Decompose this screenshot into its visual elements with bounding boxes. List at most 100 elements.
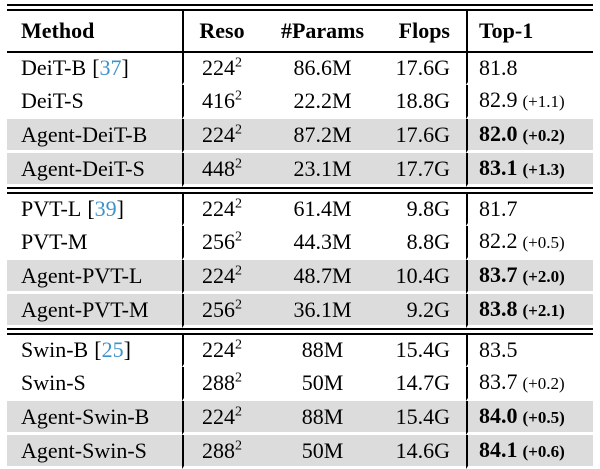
resolution-exponent: 2 <box>235 404 242 420</box>
method-label: Agent-Swin-S <box>21 438 147 463</box>
results-table: Method Reso #Params Flops Top-1 DeiT-B [3… <box>7 11 593 469</box>
table-body: DeiT-B [37] 2242 86.6M 17.6G 81.8 DeiT-S 4162 22… <box>7 53 593 469</box>
top1-delta: (+0.6) <box>522 442 565 461</box>
col-header-top1: Top-1 <box>466 11 593 53</box>
table-row: PVT-M 2562 44.3M 8.8G 82.2 (+0.5) <box>7 226 593 260</box>
table-row: DeiT-B [37] 2242 86.6M 17.6G 81.8 <box>7 53 593 85</box>
resolution-exponent: 2 <box>235 55 242 71</box>
resolution-exponent: 2 <box>235 263 242 279</box>
cell-top1: 83.7 (+2.0) <box>466 260 593 294</box>
cell-resolution: 4482 <box>182 153 260 187</box>
cell-top1: 82.2 (+0.5) <box>466 226 593 260</box>
citation-link[interactable]: [25] <box>94 337 131 362</box>
resolution-value: 224 <box>202 196 235 221</box>
resolution-exponent: 2 <box>235 370 242 386</box>
section-divider-row <box>7 328 593 335</box>
top1-value: 82.2 <box>479 228 518 253</box>
top1-value: 83.7 <box>479 369 518 394</box>
cell-method: PVT-L [39] <box>7 194 182 226</box>
cell-top1: 82.9 (+1.1) <box>466 85 593 119</box>
cell-params: 36.1M <box>260 294 385 328</box>
cell-method: Agent-PVT-M <box>7 294 182 328</box>
resolution-exponent: 2 <box>235 196 242 212</box>
method-label: Agent-PVT-M <box>21 297 149 322</box>
resolution-value: 224 <box>202 263 235 288</box>
top1-delta: (+0.2) <box>522 374 565 393</box>
resolution-exponent: 2 <box>235 337 242 353</box>
citation-link[interactable]: [37] <box>92 55 129 80</box>
cell-method: Swin-S <box>7 367 182 401</box>
top1-delta: (+0.5) <box>522 408 565 427</box>
table-header: Method Reso #Params Flops Top-1 <box>7 11 593 53</box>
section-divider <box>7 328 593 335</box>
table-row: Swin-S 2882 50M 14.7G 83.7 (+0.2) <box>7 367 593 401</box>
citation-number: 37 <box>99 55 122 80</box>
cell-top1: 83.7 (+0.2) <box>466 367 593 401</box>
resolution-value: 288 <box>202 438 235 463</box>
cell-resolution: 2242 <box>182 119 260 153</box>
table-row: Agent-Swin-S 2882 50M 14.6G 84.1 (+0.6) <box>7 435 593 469</box>
resolution-value: 416 <box>202 88 235 113</box>
col-header-params: #Params <box>260 11 385 53</box>
citation-number: 25 <box>101 337 124 362</box>
resolution-exponent: 2 <box>235 297 242 313</box>
cell-resolution: 2242 <box>182 194 260 226</box>
cell-method: Agent-PVT-L <box>7 260 182 294</box>
cell-params: 48.7M <box>260 260 385 294</box>
citation-link[interactable]: [39] <box>87 196 124 221</box>
citation-number: 39 <box>94 196 117 221</box>
method-label: Agent-DeiT-B <box>21 122 148 147</box>
cell-params: 61.4M <box>260 194 385 226</box>
resolution-exponent: 2 <box>235 229 242 245</box>
cell-resolution: 4162 <box>182 85 260 119</box>
cell-resolution: 2882 <box>182 367 260 401</box>
cell-params: 88M <box>260 401 385 435</box>
cell-top1: 83.8 (+2.1) <box>466 294 593 328</box>
top1-delta: (+0.2) <box>522 126 565 145</box>
resolution-exponent: 2 <box>235 88 242 104</box>
cell-method: DeiT-S <box>7 85 182 119</box>
cell-top1: 83.5 <box>466 335 593 367</box>
cell-method: Agent-Swin-B <box>7 401 182 435</box>
table-row: PVT-L [39] 2242 61.4M 9.8G 81.7 <box>7 194 593 226</box>
resolution-value: 224 <box>202 404 235 429</box>
header-row: Method Reso #Params Flops Top-1 <box>7 11 593 53</box>
top1-delta: (+2.0) <box>522 267 565 286</box>
table-row: Swin-B [25] 2242 88M 15.4G 83.5 <box>7 335 593 367</box>
cell-params: 50M <box>260 367 385 401</box>
cell-resolution: 2882 <box>182 435 260 469</box>
top-rule <box>7 4 593 11</box>
cell-method: PVT-M <box>7 226 182 260</box>
top1-value: 82.9 <box>479 87 518 112</box>
section-divider-row <box>7 187 593 194</box>
cell-params: 86.6M <box>260 53 385 85</box>
table-row: Agent-PVT-L 2242 48.7M 10.4G 83.7 (+2.0) <box>7 260 593 294</box>
table-row: Agent-Swin-B 2242 88M 15.4G 84.0 (+0.5) <box>7 401 593 435</box>
cell-resolution: 2242 <box>182 260 260 294</box>
col-header-reso: Reso <box>182 11 260 53</box>
cell-top1: 81.7 <box>466 194 593 226</box>
cell-flops: 17.6G <box>385 119 466 153</box>
method-label: DeiT-B <box>21 55 87 80</box>
table-row: Agent-DeiT-B 2242 87.2M 17.6G 82.0 (+0.2) <box>7 119 593 153</box>
resolution-value: 256 <box>202 229 235 254</box>
method-label: Agent-PVT-L <box>21 263 143 288</box>
cell-resolution: 2242 <box>182 401 260 435</box>
table-row: Agent-PVT-M 2562 36.1M 9.2G 83.8 (+2.1) <box>7 294 593 328</box>
cell-top1: 84.1 (+0.6) <box>466 435 593 469</box>
cell-top1: 81.8 <box>466 53 593 85</box>
col-header-flops: Flops <box>385 11 466 53</box>
cell-flops: 9.2G <box>385 294 466 328</box>
top1-value: 83.7 <box>479 262 518 287</box>
cell-params: 23.1M <box>260 153 385 187</box>
results-table-container: Method Reso #Params Flops Top-1 DeiT-B [3… <box>7 4 593 469</box>
cell-flops: 10.4G <box>385 260 466 294</box>
cell-method: Agent-DeiT-S <box>7 153 182 187</box>
method-label: Agent-DeiT-S <box>21 156 145 181</box>
cell-params: 22.2M <box>260 85 385 119</box>
cell-flops: 17.6G <box>385 53 466 85</box>
top1-value: 83.1 <box>479 155 518 180</box>
table-row: Agent-DeiT-S 4482 23.1M 17.7G 83.1 (+1.3) <box>7 153 593 187</box>
method-label: DeiT-S <box>21 88 84 113</box>
cell-top1: 84.0 (+0.5) <box>466 401 593 435</box>
